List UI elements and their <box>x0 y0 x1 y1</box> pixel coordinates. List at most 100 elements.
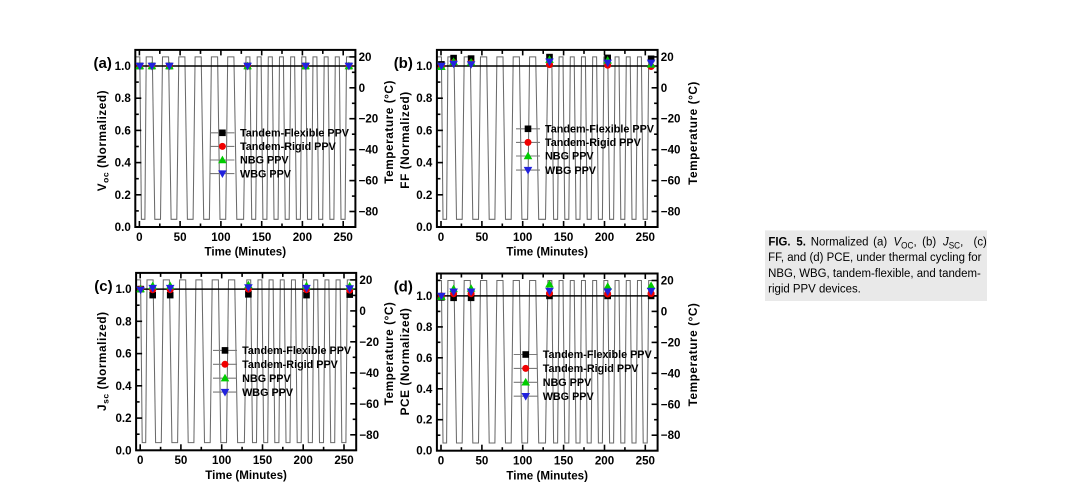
svg-text:Tandem-Rigid PPV: Tandem-Rigid PPV <box>242 359 339 371</box>
svg-text:Temperature (°C): Temperature (°C) <box>382 302 396 406</box>
svg-text:0.2: 0.2 <box>115 412 131 425</box>
svg-text:(b): (b) <box>394 55 413 72</box>
svg-text:FF, and (d) PCE, under thermal: FF, and (d) PCE, under thermal cycling f… <box>768 250 981 264</box>
svg-text:0.2: 0.2 <box>416 189 432 202</box>
svg-text:PCE (Normalized): PCE (Normalized) <box>398 308 412 416</box>
svg-text:50: 50 <box>475 455 488 468</box>
svg-text:Tandem-Rigid PPV: Tandem-Rigid PPV <box>545 137 642 149</box>
svg-text:Time (Minutes): Time (Minutes) <box>205 246 287 259</box>
svg-text:0.4: 0.4 <box>416 157 433 170</box>
svg-text:0.6: 0.6 <box>115 124 132 137</box>
svg-text:Time (Minutes): Time (Minutes) <box>506 246 588 259</box>
svg-text:20: 20 <box>359 274 372 287</box>
svg-text:100: 100 <box>513 231 532 244</box>
svg-text:−80: −80 <box>359 206 379 219</box>
svg-text:200: 200 <box>294 454 313 467</box>
svg-text:0.8: 0.8 <box>416 321 433 334</box>
svg-text:20: 20 <box>359 51 372 64</box>
svg-text:Tandem-Flexible PPV: Tandem-Flexible PPV <box>240 128 350 140</box>
svg-text:(d): (d) <box>394 278 413 295</box>
svg-text:0: 0 <box>661 82 667 95</box>
svg-text:1.0: 1.0 <box>115 60 131 73</box>
svg-text:Time (Minutes): Time (Minutes) <box>205 469 287 482</box>
svg-text:WBG PPV: WBG PPV <box>543 391 595 403</box>
svg-text:0.2: 0.2 <box>416 414 432 427</box>
svg-text:−60: −60 <box>661 398 681 411</box>
svg-text:0.4: 0.4 <box>416 383 433 396</box>
svg-text:0.4: 0.4 <box>115 380 132 393</box>
svg-text:0.8: 0.8 <box>416 92 433 105</box>
svg-text:100: 100 <box>513 455 532 468</box>
svg-text:Temperature (°C): Temperature (°C) <box>686 303 700 407</box>
svg-text:Tandem-Flexible PPV: Tandem-Flexible PPV <box>242 345 352 357</box>
svg-text:250: 250 <box>334 231 353 244</box>
svg-text:1.0: 1.0 <box>416 290 432 303</box>
svg-text:0.6: 0.6 <box>416 124 433 137</box>
svg-text:0.0: 0.0 <box>115 444 131 457</box>
svg-text:(c): (c) <box>94 278 112 295</box>
svg-text:Tandem-Rigid PPV: Tandem-Rigid PPV <box>543 363 640 375</box>
svg-text:−20: −20 <box>661 113 681 126</box>
svg-text:150: 150 <box>252 231 271 244</box>
svg-text:20: 20 <box>661 275 674 288</box>
svg-text:0.2: 0.2 <box>115 189 131 202</box>
svg-text:−40: −40 <box>359 144 379 157</box>
svg-text:0: 0 <box>359 82 365 95</box>
svg-text:0: 0 <box>661 305 667 318</box>
svg-text:0.8: 0.8 <box>115 315 132 328</box>
svg-text:Temperature (°C): Temperature (°C) <box>686 81 700 185</box>
svg-text:−60: −60 <box>661 175 681 188</box>
svg-text:0.4: 0.4 <box>115 157 132 170</box>
svg-text:250: 250 <box>334 454 353 467</box>
svg-text:rigid PPV devices.: rigid PPV devices. <box>768 281 861 295</box>
svg-text:WBG PPV: WBG PPV <box>240 168 292 180</box>
svg-text:Time (Minutes): Time (Minutes) <box>506 469 588 482</box>
svg-text:0: 0 <box>359 305 365 318</box>
svg-text:−40: −40 <box>359 367 379 380</box>
svg-text:WBG PPV: WBG PPV <box>545 165 597 177</box>
svg-text:−80: −80 <box>359 429 379 442</box>
svg-text:50: 50 <box>475 231 488 244</box>
svg-text:−20: −20 <box>359 336 379 349</box>
svg-text:NBG PPV: NBG PPV <box>543 377 592 389</box>
svg-text:NBG PPV: NBG PPV <box>242 373 291 385</box>
svg-text:−40: −40 <box>661 144 681 157</box>
svg-text:50: 50 <box>174 454 187 467</box>
svg-text:WBG PPV: WBG PPV <box>242 387 294 399</box>
svg-text:NBG PPV: NBG PPV <box>545 151 594 163</box>
svg-text:−80: −80 <box>661 429 681 442</box>
svg-text:0: 0 <box>136 231 142 244</box>
svg-text:Tandem-Rigid PPV: Tandem-Rigid PPV <box>240 141 337 153</box>
svg-text:0.8: 0.8 <box>115 92 132 105</box>
svg-text:100: 100 <box>212 454 231 467</box>
svg-text:−20: −20 <box>359 113 379 126</box>
svg-text:50: 50 <box>174 231 187 244</box>
svg-text:200: 200 <box>293 231 312 244</box>
svg-text:0: 0 <box>438 455 444 468</box>
svg-text:1.0: 1.0 <box>416 60 432 73</box>
svg-text:Tandem-Flexible PPV: Tandem-Flexible PPV <box>543 349 653 361</box>
svg-text:Voc (Normalized): Voc (Normalized) <box>95 90 111 191</box>
svg-text:FIG.5.Normalized(a)VOC,(b)JSC,: FIG. 5. Normalized (a) VOC, (b) JSC, (c) <box>768 234 987 250</box>
svg-text:(a): (a) <box>94 55 112 72</box>
svg-text:−60: −60 <box>359 175 379 188</box>
svg-text:20: 20 <box>661 51 674 64</box>
svg-text:NBG PPV: NBG PPV <box>240 155 289 167</box>
svg-text:150: 150 <box>554 455 573 468</box>
svg-text:0.6: 0.6 <box>115 348 132 361</box>
svg-text:0: 0 <box>137 454 143 467</box>
svg-text:NBG, WBG, tandem-flexible, and: NBG, WBG, tandem-flexible, and tandem- <box>768 266 981 280</box>
svg-text:150: 150 <box>253 454 272 467</box>
svg-text:150: 150 <box>554 231 573 244</box>
svg-text:−40: −40 <box>661 367 681 380</box>
svg-text:250: 250 <box>636 231 655 244</box>
svg-text:200: 200 <box>595 455 614 468</box>
svg-text:0.0: 0.0 <box>115 221 131 234</box>
svg-text:0.0: 0.0 <box>416 221 432 234</box>
svg-text:Jsc (Normalized): Jsc (Normalized) <box>95 311 111 411</box>
svg-text:0.0: 0.0 <box>416 445 432 458</box>
svg-text:−60: −60 <box>359 398 379 411</box>
svg-text:100: 100 <box>211 231 230 244</box>
svg-text:0.6: 0.6 <box>416 352 433 365</box>
svg-text:0: 0 <box>438 231 444 244</box>
